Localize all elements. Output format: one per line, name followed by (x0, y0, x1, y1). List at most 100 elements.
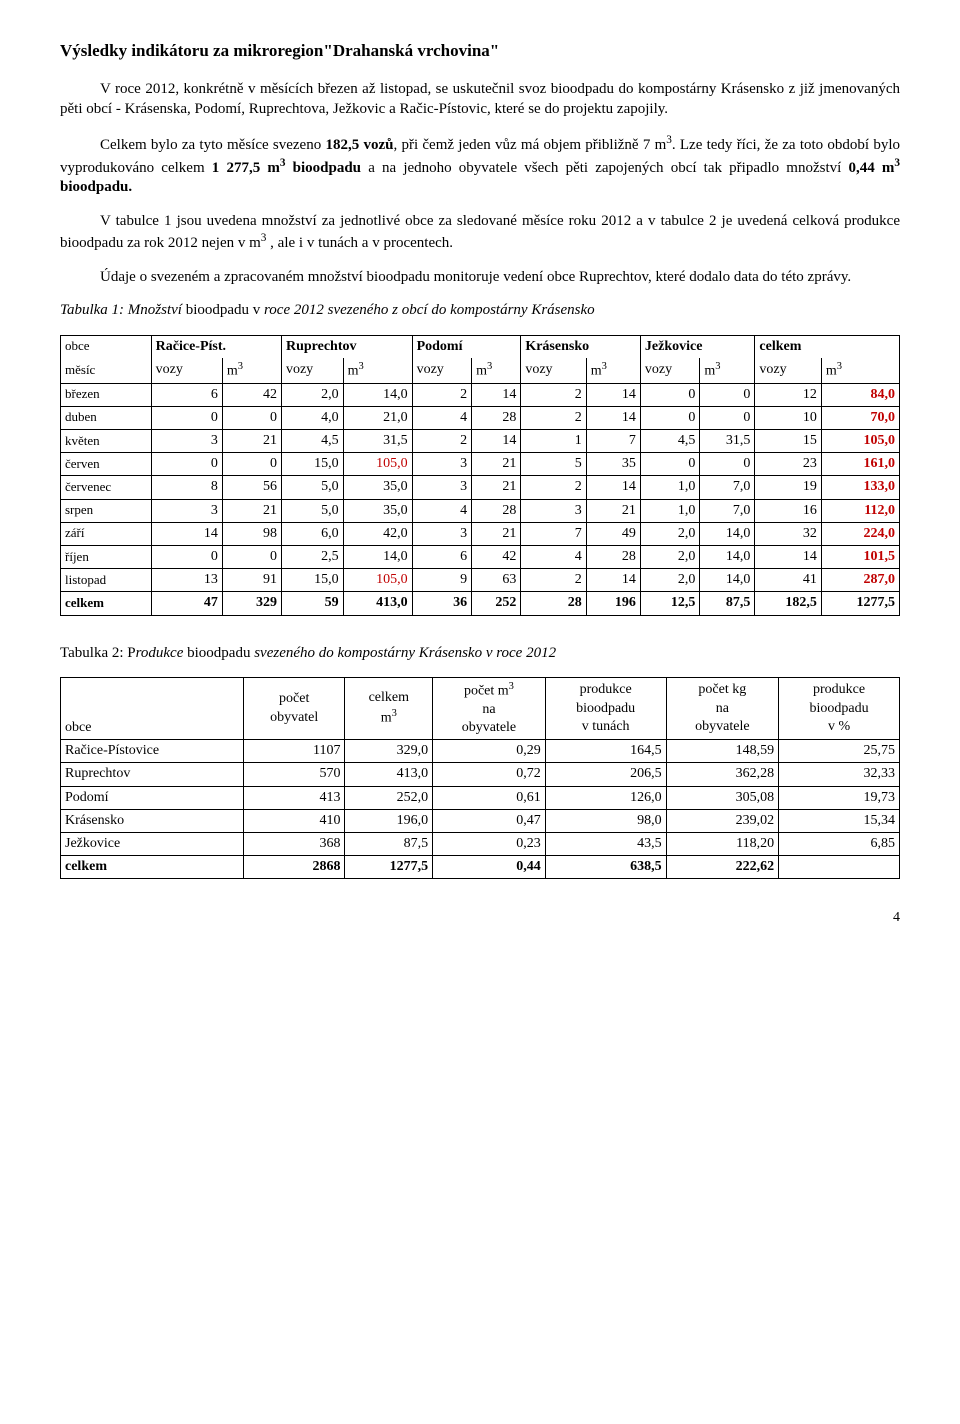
t1-sub-7: vozy (521, 358, 586, 383)
p2-e: 1 277,5 m (212, 160, 280, 176)
table-cell: 14,0 (343, 383, 412, 406)
table-cell: 413 (243, 786, 345, 809)
t2cap-a: Tabulka 2: P (60, 645, 136, 661)
table-cell: 4,5 (640, 430, 699, 453)
table-cell: 3 (412, 476, 471, 499)
table-cell: 42 (222, 383, 281, 406)
t1-total-cell: 47 (151, 592, 222, 615)
table-cell: 15,0 (281, 569, 343, 592)
t1-hdr-4: Krásensko (521, 335, 641, 358)
t1-sub-11: vozy (755, 358, 822, 383)
table-cell: 12 (755, 383, 822, 406)
table-cell: 21 (472, 522, 521, 545)
table-cell: 23 (755, 453, 822, 476)
table-cell: 0 (151, 406, 222, 429)
table-cell: 329,0 (345, 740, 433, 763)
table-cell: 0 (700, 406, 755, 429)
t1cap-a: Tabulka 1: Množství (60, 302, 182, 318)
table-cell: 28 (472, 499, 521, 522)
table-cell: 9 (412, 569, 471, 592)
table-cell: 105,0 (343, 453, 412, 476)
t1-sub-3: vozy (281, 358, 343, 383)
table-cell: 15,34 (779, 809, 900, 832)
table-cell: 105,0 (821, 430, 899, 453)
table-row-label: Krásensko (61, 809, 244, 832)
table-cell: 63 (472, 569, 521, 592)
table-row-label: Račice-Pístovice (61, 740, 244, 763)
p2-i: bioodpadu. (60, 179, 132, 195)
t1-hdr-6: celkem (755, 335, 900, 358)
t1-total-cell: 1277,5 (821, 592, 899, 615)
table-cell: 239,02 (666, 809, 779, 832)
t2-total-cell: 0,44 (433, 856, 546, 879)
table-cell: 41 (755, 569, 822, 592)
t1-sub-0: měsíc (61, 358, 152, 383)
table-cell: 0 (151, 545, 222, 568)
table-cell: 7 (586, 430, 640, 453)
table-cell: 0,29 (433, 740, 546, 763)
table-cell: 6 (151, 383, 222, 406)
table-cell: 31,5 (343, 430, 412, 453)
table-cell: 14 (472, 430, 521, 453)
table-cell: 2 (521, 476, 586, 499)
table-cell: 1 (521, 430, 586, 453)
table-cell: 4 (412, 406, 471, 429)
table-cell: 5,0 (281, 499, 343, 522)
table-cell: 161,0 (821, 453, 899, 476)
table-cell: 2,0 (640, 522, 699, 545)
table-cell: 6 (412, 545, 471, 568)
table-row-label: listopad (61, 569, 152, 592)
table-cell: 42,0 (343, 522, 412, 545)
t1-sub-2: m3 (222, 358, 281, 383)
page-number: 4 (60, 909, 900, 927)
t1-total-cell: 413,0 (343, 592, 412, 615)
table-cell: 14,0 (700, 522, 755, 545)
table-row-label: květen (61, 430, 152, 453)
table-cell: 3 (412, 522, 471, 545)
t1cap-c: roce 2012 svezeného z obcí do kompostárn… (264, 302, 595, 318)
table-cell: 21 (586, 499, 640, 522)
table-cell: 0 (700, 453, 755, 476)
p2-h: 0,44 m (848, 160, 894, 176)
table-cell: 25,75 (779, 740, 900, 763)
p2-c: , při čemž jeden vůz má objem přibližně … (393, 137, 666, 153)
t2cap-d: svezeného do kompostárny Krásensko v roc… (254, 645, 556, 661)
t2-total-cell: 1277,5 (345, 856, 433, 879)
table2-caption: Tabulka 2: Produkce bioodpadu svezeného … (60, 644, 900, 664)
table1-caption: Tabulka 1: Množství bioodpadu v roce 201… (60, 301, 900, 321)
table-cell: 98,0 (545, 809, 666, 832)
table-cell: 118,20 (666, 832, 779, 855)
table-cell: 14,0 (700, 545, 755, 568)
table-cell: 15,0 (281, 453, 343, 476)
t1-hdr-3: Podomí (412, 335, 521, 358)
table-cell: 3 (151, 499, 222, 522)
table-row-label: říjen (61, 545, 152, 568)
t1-total-cell: 182,5 (755, 592, 822, 615)
table-cell: 19 (755, 476, 822, 499)
t1-total-cell: 87,5 (700, 592, 755, 615)
table-cell: 105,0 (343, 569, 412, 592)
table-cell: 21 (222, 430, 281, 453)
table-cell: 4,5 (281, 430, 343, 453)
t1-hdr-1: Račice-Píst. (151, 335, 281, 358)
table-cell: 14 (472, 383, 521, 406)
table-cell: 7,0 (700, 499, 755, 522)
table-cell: 14 (586, 406, 640, 429)
table-cell: 0 (640, 453, 699, 476)
table-cell: 35,0 (343, 499, 412, 522)
table-cell: 0 (222, 453, 281, 476)
table-cell: 4 (412, 499, 471, 522)
t2-total-cell (779, 856, 900, 879)
table-cell: 0,61 (433, 786, 546, 809)
table-cell: 21 (472, 453, 521, 476)
table-cell: 3 (521, 499, 586, 522)
t2-hdr-2: celkemm3 (345, 678, 433, 740)
table-cell: 2 (521, 383, 586, 406)
table-cell: 133,0 (821, 476, 899, 499)
t2-hdr-6: produkcebioodpaduv % (779, 678, 900, 740)
table-cell: 0 (222, 406, 281, 429)
table-cell: 413,0 (345, 763, 433, 786)
t2cap-b: rodukce (136, 645, 188, 661)
table-cell: 410 (243, 809, 345, 832)
table-cell: 4,0 (281, 406, 343, 429)
